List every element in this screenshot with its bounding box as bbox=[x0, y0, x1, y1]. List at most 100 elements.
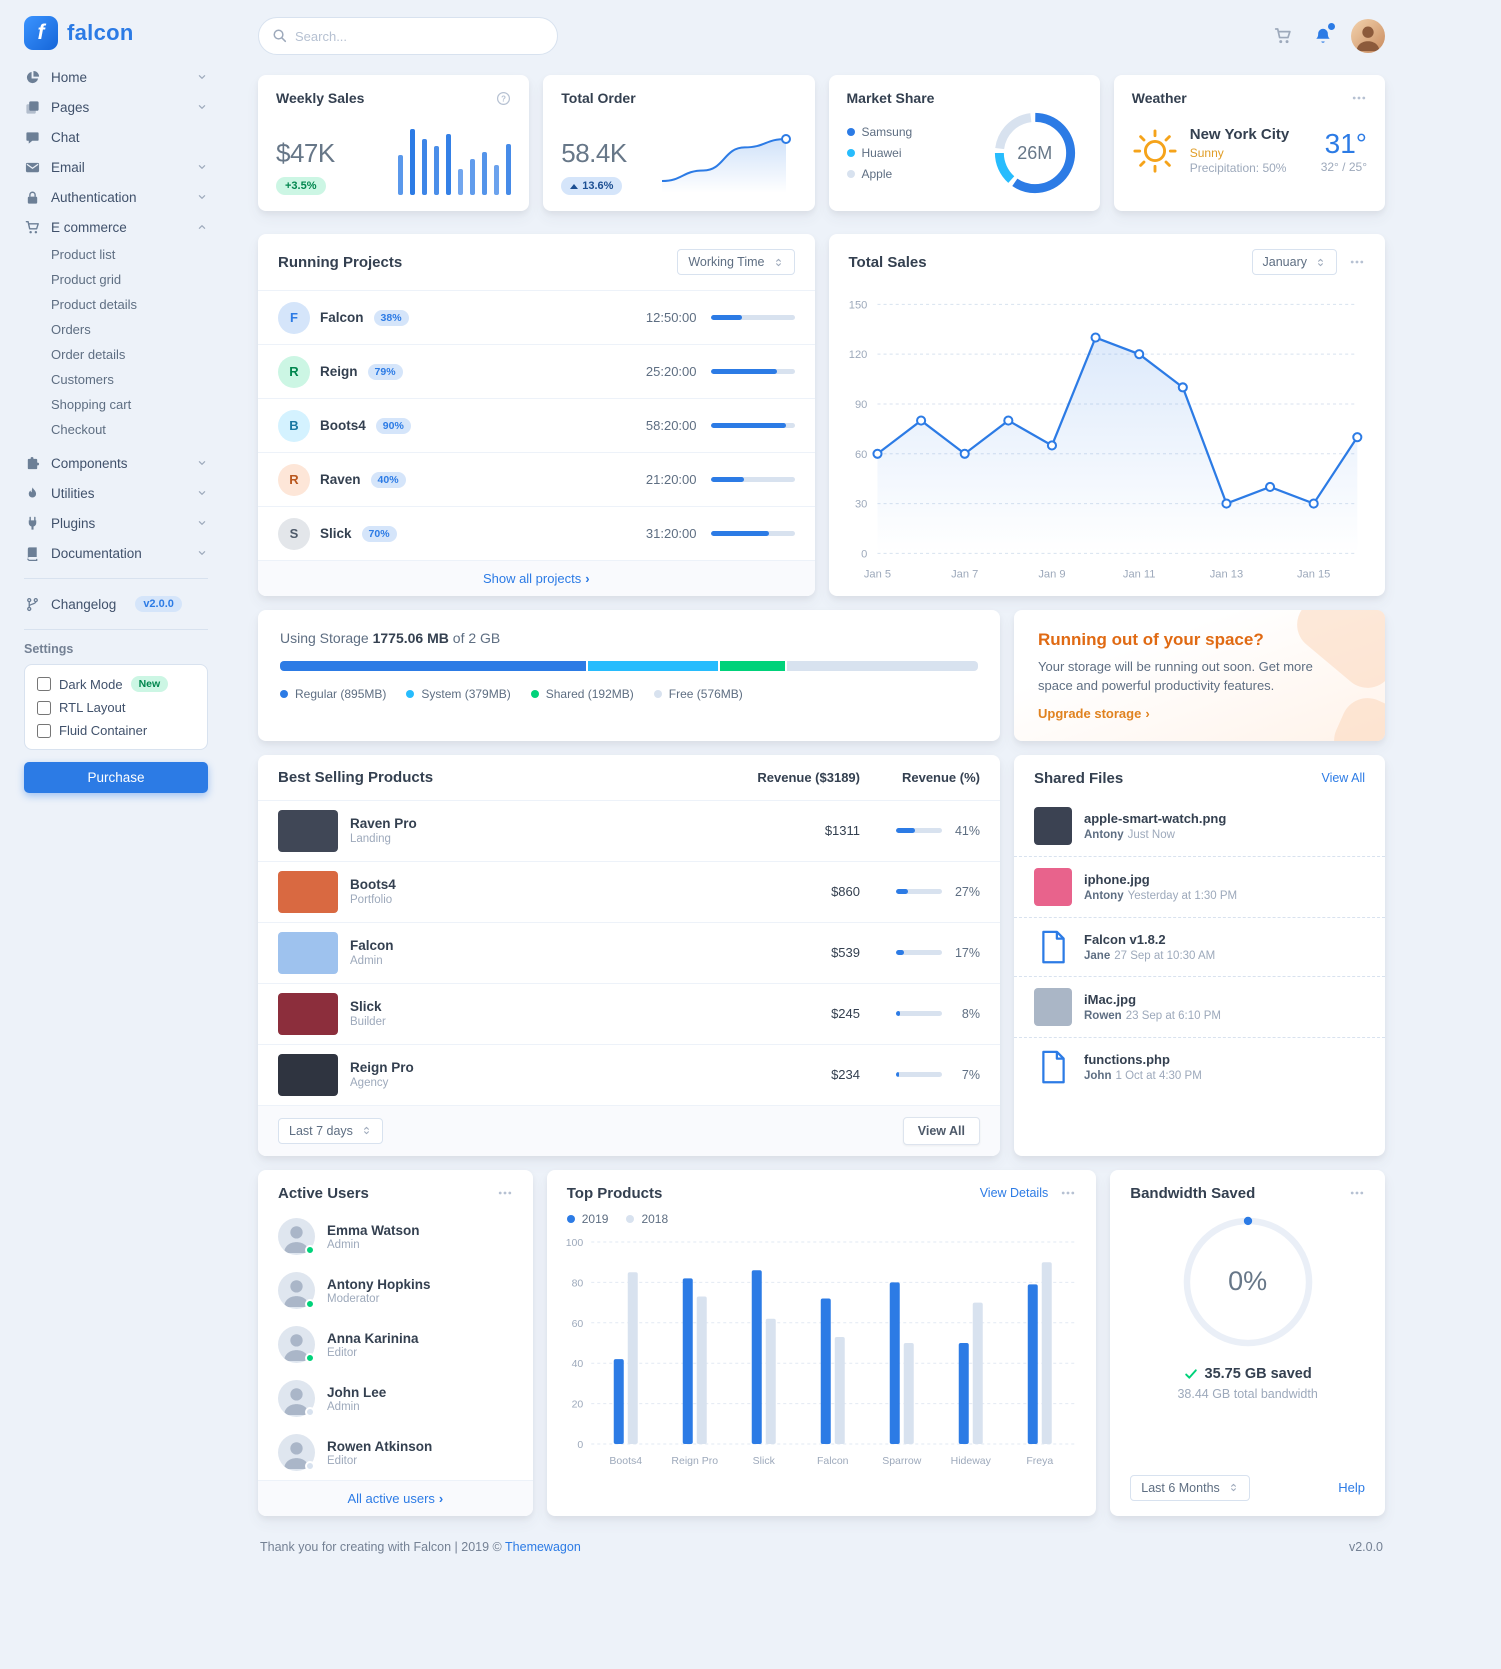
sidebar-item-chat[interactable]: Chat bbox=[24, 122, 208, 152]
product-revenue: $860 bbox=[831, 884, 860, 900]
bar-2019 bbox=[1027, 1284, 1038, 1444]
avatar[interactable] bbox=[278, 1434, 315, 1472]
sidebar-item-orders[interactable]: Orders bbox=[51, 322, 91, 337]
x-axis-label: Jan 15 bbox=[1296, 569, 1329, 581]
sidebar-item-product-details[interactable]: Product details bbox=[51, 297, 137, 312]
product-name-link[interactable]: Boots4 bbox=[350, 877, 396, 893]
user-name-link[interactable]: Emma Watson bbox=[327, 1222, 420, 1238]
sidebar-item-documentation[interactable]: Documentation bbox=[24, 538, 208, 568]
zip-file-icon bbox=[1040, 929, 1067, 965]
purchase-button[interactable]: Purchase bbox=[24, 762, 208, 793]
bell-icon[interactable] bbox=[1311, 23, 1335, 48]
sidebar-item-home[interactable]: Home bbox=[24, 62, 208, 92]
sales-area bbox=[876, 337, 1357, 554]
setting-rtl-layout[interactable]: RTL Layout bbox=[37, 700, 195, 715]
setting-dark-mode[interactable]: Dark Mode New bbox=[37, 676, 195, 692]
ellipsis-icon[interactable] bbox=[1349, 254, 1365, 270]
sidebar-item-product-grid[interactable]: Product grid bbox=[51, 272, 122, 287]
sidebar-item-authentication[interactable]: Authentication bbox=[24, 182, 208, 212]
avatar[interactable] bbox=[278, 1326, 315, 1364]
user-name-link[interactable]: Anna Karinina bbox=[327, 1330, 419, 1346]
view-details-link[interactable]: View Details bbox=[979, 1186, 1049, 1201]
sidebar-item-changelog[interactable]: Changelog v2.0.0 bbox=[24, 589, 208, 619]
dark-mode-checkbox[interactable] bbox=[37, 677, 51, 691]
sidebar-item-customers[interactable]: Customers bbox=[51, 372, 114, 387]
notification-dot bbox=[1328, 23, 1335, 30]
user-name-link[interactable]: John Lee bbox=[327, 1384, 387, 1400]
sidebar-item-product-list[interactable]: Product list bbox=[51, 247, 116, 262]
avatar[interactable] bbox=[278, 1272, 315, 1310]
best-selling-footer: Last 7 days View All bbox=[258, 1104, 1000, 1156]
sales-point bbox=[1046, 440, 1057, 451]
product-name-link[interactable]: Reign Pro bbox=[350, 1060, 414, 1076]
period-select[interactable]: Last 6 Months bbox=[1130, 1474, 1250, 1501]
brand-logo[interactable]: f falcon bbox=[24, 14, 208, 62]
sidebar-item-plugins[interactable]: Plugins bbox=[24, 508, 208, 538]
ellipsis-icon[interactable] bbox=[497, 1185, 513, 1201]
sidebar-item-ecommerce[interactable]: E commerce bbox=[24, 212, 208, 242]
product-row: Boots4 Portfolio $860 27% bbox=[258, 860, 1000, 922]
project-name-link[interactable]: Boots4 bbox=[320, 418, 366, 433]
upgrade-storage-link[interactable]: Upgrade storage › bbox=[1038, 706, 1150, 721]
project-name-link[interactable]: Slick bbox=[320, 526, 352, 541]
legend-label: Samsung bbox=[861, 125, 913, 139]
sidebar-item-components[interactable]: Components bbox=[24, 448, 208, 478]
progress-fill bbox=[896, 950, 904, 956]
avatar[interactable] bbox=[278, 1380, 315, 1418]
file-name-link[interactable]: Falcon v1.8.2 bbox=[1084, 931, 1166, 947]
product-name-link[interactable]: Slick bbox=[350, 999, 382, 1015]
project-name-link[interactable]: Reign bbox=[320, 364, 358, 379]
cart-icon[interactable] bbox=[1271, 24, 1295, 48]
user-name-link[interactable]: Antony Hopkins bbox=[327, 1276, 431, 1292]
weekly-sales-bar bbox=[410, 129, 416, 195]
total-order-title: Total Order bbox=[561, 90, 636, 106]
all-active-users-link[interactable]: All active users › bbox=[347, 1491, 443, 1506]
file-name-link[interactable]: apple-smart-watch.png bbox=[1084, 810, 1227, 826]
project-name-link[interactable]: Falcon bbox=[320, 310, 364, 325]
month-select[interactable]: January bbox=[1251, 249, 1337, 275]
user-name-link[interactable]: Rowen Atkinson bbox=[327, 1438, 433, 1454]
storage-card: Using Storage 1775.06 MB of 2 GB Regular… bbox=[258, 610, 1000, 741]
file-name-link[interactable]: iMac.jpg bbox=[1084, 991, 1137, 1007]
product-name-link[interactable]: Raven Pro bbox=[350, 816, 417, 832]
svg-text:?: ? bbox=[501, 94, 506, 103]
show-all-projects-link[interactable]: Show all projects › bbox=[483, 571, 590, 586]
total-order-card: Total Order 58.4K 13.6% bbox=[543, 75, 815, 211]
active-users-list: Emma Watson Admin Antony Hopkins Moderator… bbox=[258, 1210, 533, 1480]
user-role: Moderator bbox=[327, 1292, 380, 1305]
sidebar-item-shopping-cart[interactable]: Shopping cart bbox=[51, 397, 132, 412]
rtl-layout-checkbox[interactable] bbox=[37, 700, 51, 715]
sidebar-item-pages[interactable]: Pages bbox=[24, 92, 208, 122]
weekly-sales-badge: +3.5% bbox=[276, 177, 326, 195]
total-order-badge: 13.6% bbox=[561, 177, 623, 195]
file-time: 23 Sep at 6:10 PM bbox=[1125, 1009, 1221, 1022]
help-link[interactable]: Help bbox=[1338, 1480, 1365, 1496]
y-axis-label: 0 bbox=[861, 548, 867, 560]
file-name-link[interactable]: iphone.jpg bbox=[1084, 871, 1150, 887]
ellipsis-icon[interactable] bbox=[1060, 1185, 1076, 1201]
file-name-link[interactable]: functions.php bbox=[1084, 1051, 1170, 1067]
legend-label: 2019 bbox=[581, 1211, 609, 1226]
ellipsis-icon[interactable] bbox=[1349, 1185, 1365, 1201]
project-name-link[interactable]: Raven bbox=[320, 472, 361, 487]
user-avatar[interactable] bbox=[1351, 19, 1385, 53]
progress-fill bbox=[710, 369, 777, 374]
question-circle-icon[interactable]: ? bbox=[496, 91, 511, 106]
view-all-link[interactable]: View All bbox=[1321, 771, 1365, 786]
product-category: Landing bbox=[350, 833, 391, 846]
search-input[interactable] bbox=[258, 17, 558, 55]
working-time-select[interactable]: Working Time bbox=[677, 249, 795, 275]
view-all-button[interactable]: View All bbox=[902, 1116, 980, 1145]
product-name-link[interactable]: Falcon bbox=[350, 938, 394, 954]
sidebar-item-email[interactable]: Email bbox=[24, 152, 208, 182]
legend-item: System (379MB) bbox=[406, 687, 511, 701]
ellipsis-icon[interactable] bbox=[1351, 90, 1367, 106]
avatar[interactable] bbox=[278, 1218, 315, 1256]
themewagon-link[interactable]: Themewagon bbox=[505, 1539, 581, 1554]
date-range-select[interactable]: Last 7 days bbox=[278, 1117, 383, 1144]
sidebar-item-utilities[interactable]: Utilities bbox=[24, 478, 208, 508]
sidebar-item-checkout[interactable]: Checkout bbox=[51, 422, 106, 437]
fluid-container-checkbox[interactable] bbox=[37, 723, 51, 738]
sidebar-item-order-details[interactable]: Order details bbox=[51, 347, 126, 362]
setting-fluid-container[interactable]: Fluid Container bbox=[37, 723, 195, 738]
